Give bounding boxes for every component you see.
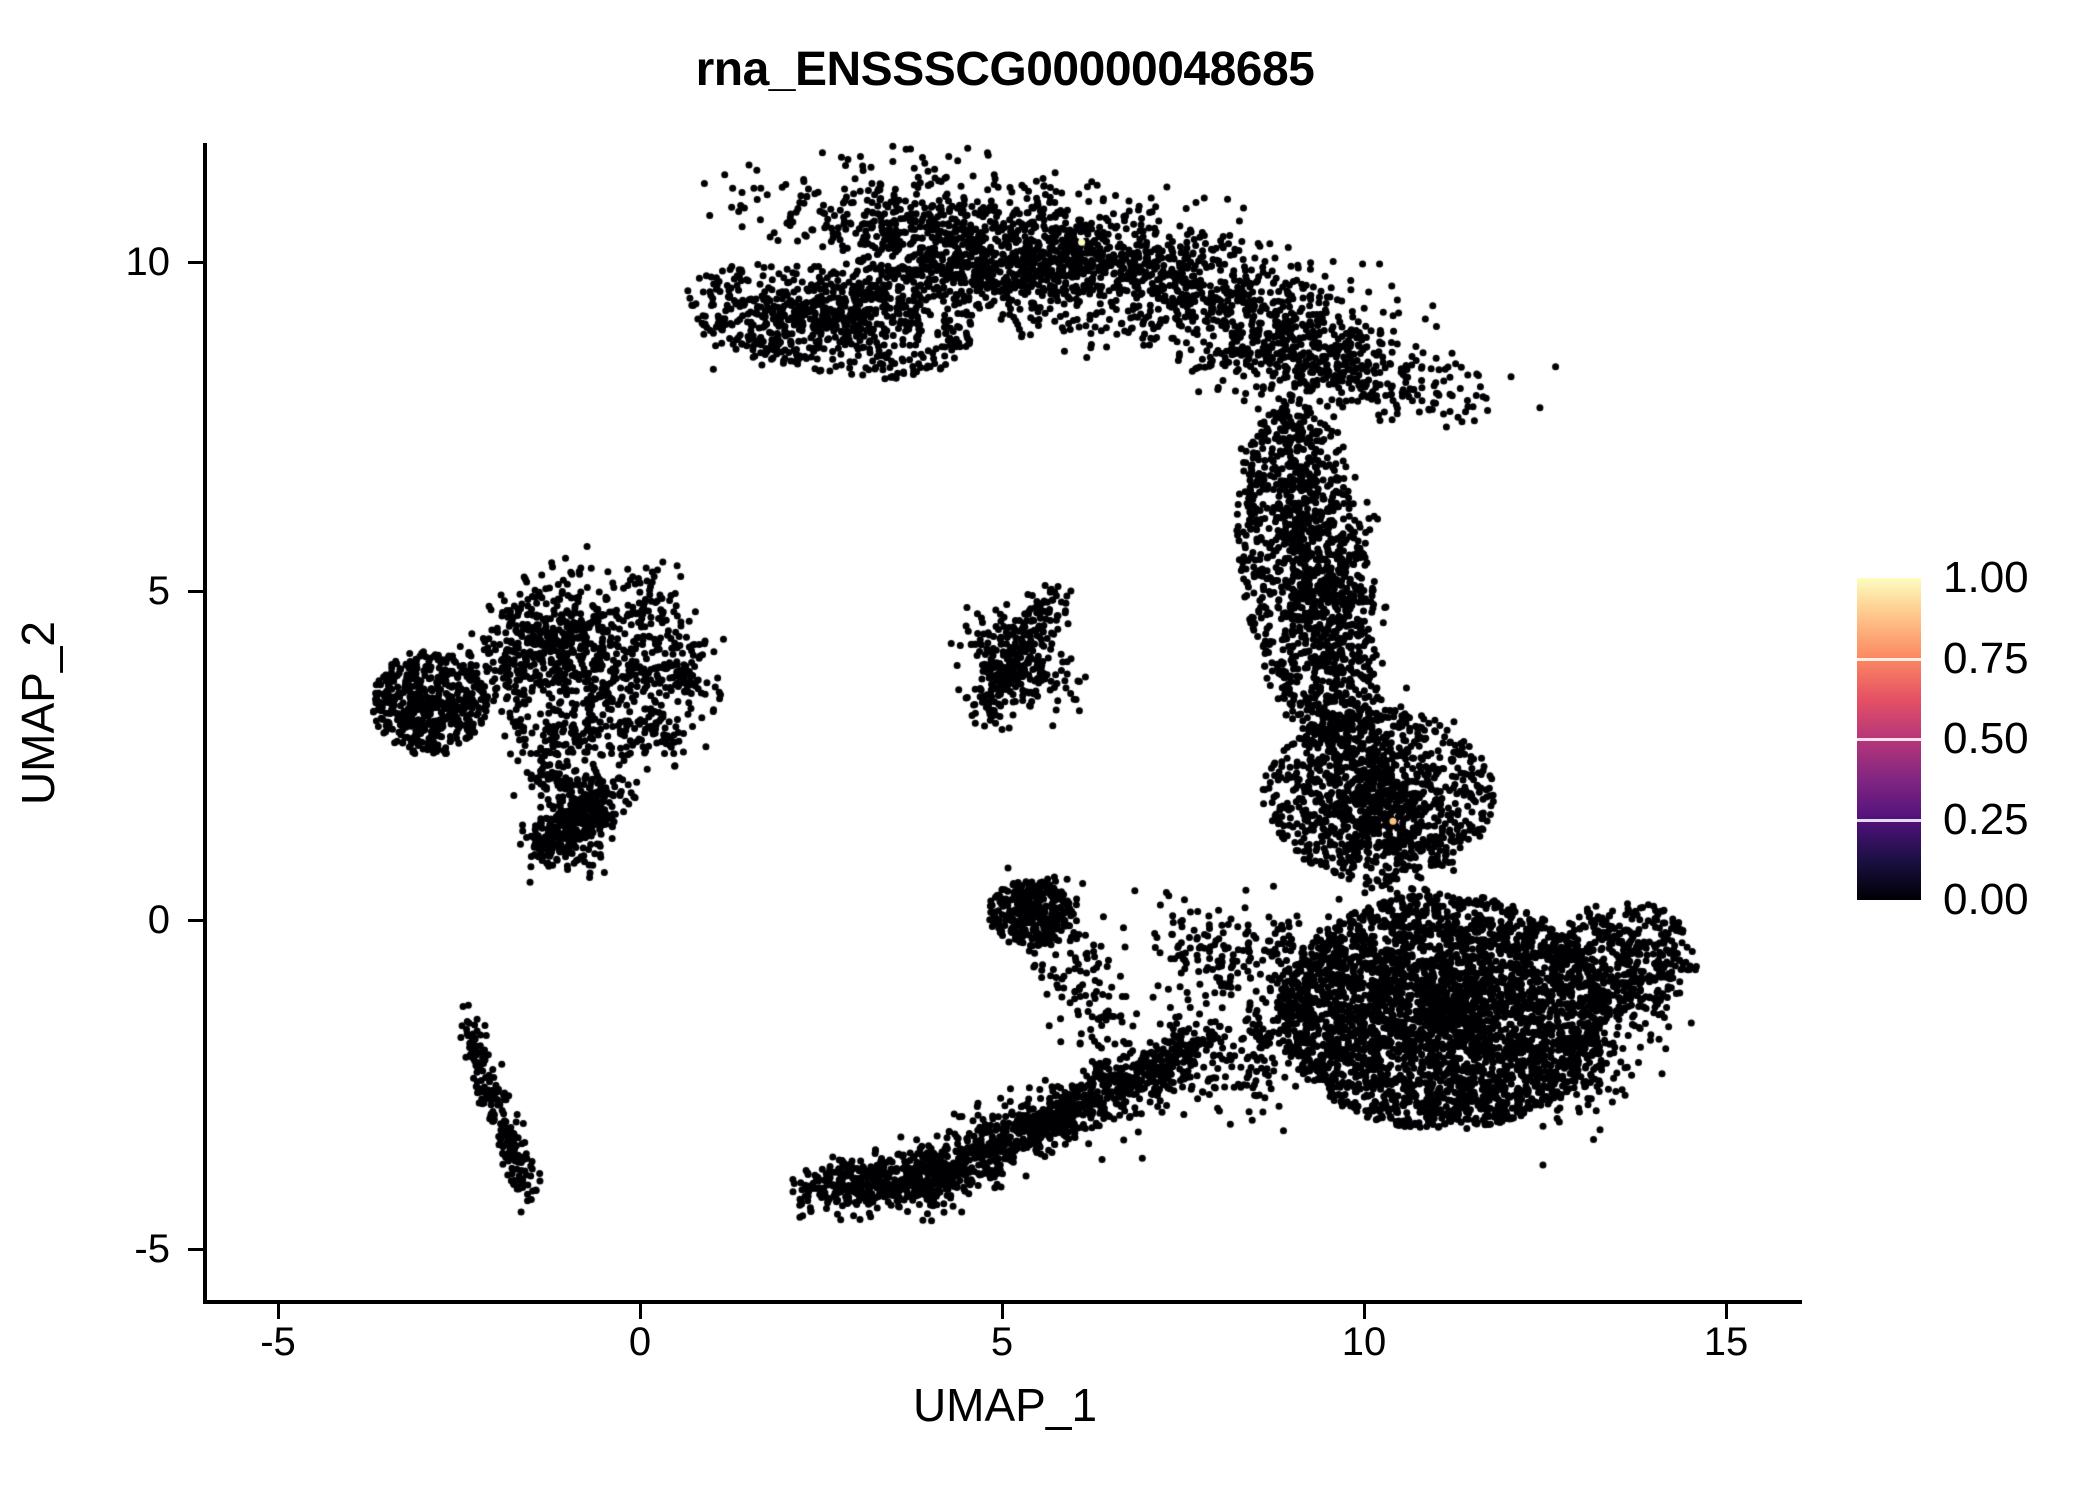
x-tick-label: 15 [1703, 1320, 1749, 1364]
colorbar-tick-label: 0.50 [1943, 714, 2029, 763]
y-tick-mark [188, 590, 203, 593]
x-tick-label: 0 [628, 1320, 652, 1364]
colorbar-tick-label: 0.00 [1943, 875, 2029, 924]
colorbar-legend: 1.00 0.75 0.50 0.25 0.00 [1857, 554, 2077, 924]
y-tick-mark [188, 1248, 203, 1251]
colorbar-tick-label: 1.00 [1943, 553, 2029, 602]
y-tick-label: -5 [134, 1227, 170, 1271]
colorbar-tick-mark [1857, 738, 1921, 741]
colorbar-tick-label: 0.75 [1943, 633, 2029, 683]
page-title: rna_ENSSSCG00000048685 [695, 43, 1315, 96]
y-tick-label: 10 [125, 240, 171, 284]
x-axis-label: UMAP_1 [912, 1379, 1098, 1431]
y-tick-mark [188, 919, 203, 922]
colorbar-tick-mark [1857, 657, 1921, 661]
x-tick-label: 10 [1341, 1320, 1387, 1364]
x-axis-line [203, 1300, 1802, 1304]
y-axis-label: UMAP_2 [12, 620, 64, 806]
colorbar-tick-label: 0.25 [1943, 794, 2029, 844]
y-tick-label: 5 [147, 569, 170, 613]
colorbar-tick-mark [1857, 818, 1921, 822]
y-axis-line [203, 143, 207, 1304]
x-tick-label: 5 [990, 1320, 1014, 1364]
x-tick-mark [1725, 1304, 1728, 1319]
x-tick-mark [1001, 1304, 1004, 1319]
y-tick-label: 0 [147, 898, 170, 942]
y-tick-mark [188, 261, 203, 264]
x-tick-mark [1363, 1304, 1366, 1319]
x-tick-mark [277, 1304, 280, 1319]
x-tick-mark [639, 1304, 642, 1319]
x-tick-label: -5 [260, 1320, 296, 1364]
